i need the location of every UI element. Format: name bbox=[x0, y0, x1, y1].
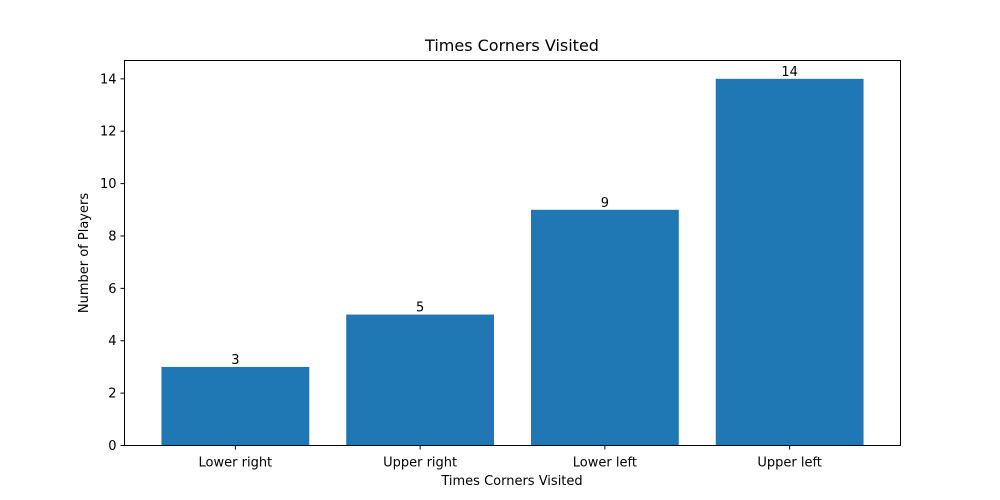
data-label: 14 bbox=[781, 65, 798, 80]
plot-frame bbox=[124, 60, 901, 446]
data-labels-group: 3 5 9 14 bbox=[231, 65, 798, 368]
y-axis: 0 2 4 6 8 10 12 14 bbox=[100, 72, 125, 454]
y-tick-label: 2 bbox=[108, 387, 116, 402]
y-tick-label: 10 bbox=[100, 177, 117, 192]
y-tick-label: 4 bbox=[108, 334, 116, 349]
y-tick-label: 14 bbox=[100, 72, 117, 87]
x-tick-label: Upper left bbox=[757, 456, 822, 471]
bar-lower-right bbox=[161, 366, 310, 446]
bar-upper-right bbox=[346, 314, 495, 446]
data-label: 5 bbox=[416, 301, 424, 316]
x-axis-label: Times Corners Visited bbox=[440, 474, 582, 489]
x-tick-label: Lower right bbox=[199, 456, 273, 471]
data-label: 3 bbox=[231, 353, 239, 368]
y-tick-label: 6 bbox=[108, 282, 116, 297]
y-tick-label: 12 bbox=[100, 125, 117, 140]
chart-title: Times Corners Visited bbox=[424, 36, 599, 55]
x-tick-label: Upper right bbox=[383, 456, 457, 471]
x-tick-label: Lower left bbox=[573, 456, 637, 471]
bar-upper-left bbox=[715, 78, 864, 446]
bars-group bbox=[161, 78, 864, 446]
data-label: 9 bbox=[601, 196, 609, 211]
y-tick-label: 8 bbox=[108, 229, 116, 244]
bar-lower-left bbox=[530, 209, 679, 446]
x-axis: Lower right Upper right Lower left Upper le… bbox=[199, 445, 822, 471]
y-tick-label: 0 bbox=[108, 439, 116, 454]
y-axis-label: Number of Players bbox=[77, 193, 92, 313]
